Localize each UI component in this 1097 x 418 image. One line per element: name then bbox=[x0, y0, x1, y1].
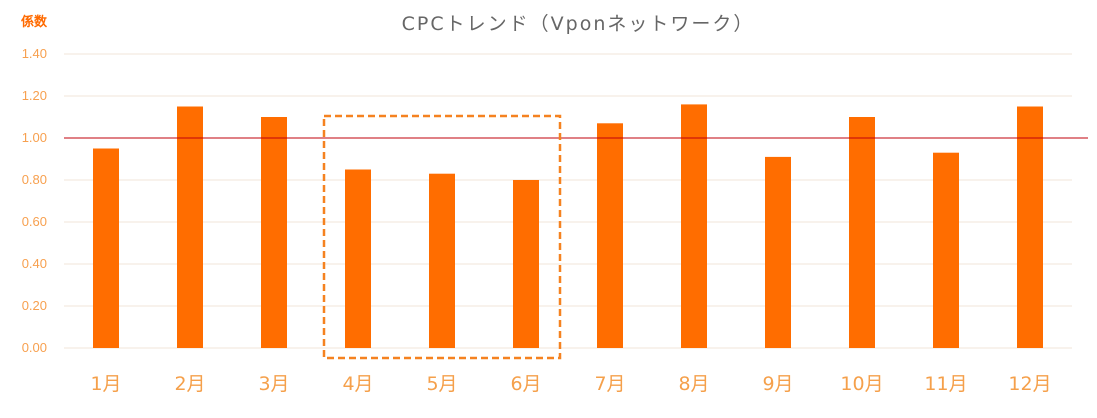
bar-11 bbox=[933, 152, 959, 348]
bar-8 bbox=[681, 104, 707, 349]
bar-2 bbox=[177, 106, 203, 348]
highlight-box bbox=[322, 114, 562, 360]
bar-3 bbox=[261, 117, 287, 348]
chart-title: CPCトレンド（Vponネットワーク） bbox=[402, 13, 755, 35]
x-tick-label: 8月 bbox=[678, 373, 709, 395]
y-tick-label: 0.20 bbox=[22, 298, 47, 313]
gridlines bbox=[64, 53, 1072, 349]
bars bbox=[93, 104, 1043, 349]
x-tick-label: 7月 bbox=[594, 373, 625, 395]
y-tick-label: 0.40 bbox=[22, 256, 47, 271]
x-tick-label: 11月 bbox=[924, 373, 967, 395]
y-axis-unit-label: 係数 bbox=[21, 14, 48, 30]
bar-9 bbox=[765, 156, 791, 348]
x-tick-label: 3月 bbox=[258, 373, 289, 395]
highlight-layer bbox=[322, 114, 562, 360]
y-tick-label: 0.60 bbox=[22, 214, 47, 229]
x-tick-label: 12月 bbox=[1008, 373, 1051, 395]
y-tick-label: 0.80 bbox=[22, 172, 47, 187]
x-axis-ticks: 1月 2月 3月 4月 5月 6月 7月 8月 9月 10月 11月 12月 bbox=[90, 373, 1051, 395]
y-tick-label: 0.00 bbox=[22, 340, 47, 355]
bar-1 bbox=[93, 148, 119, 348]
x-tick-label: 4月 bbox=[342, 373, 373, 395]
y-tick-label: 1.00 bbox=[22, 130, 47, 145]
x-tick-label: 1月 bbox=[90, 373, 121, 395]
bar-5 bbox=[429, 173, 455, 348]
x-tick-label: 6月 bbox=[510, 373, 541, 395]
y-axis-ticks: 0.00 0.20 0.40 0.60 0.80 1.00 1.20 1.40 bbox=[22, 46, 47, 355]
y-tick-label: 1.20 bbox=[22, 88, 47, 103]
bar-12 bbox=[1017, 106, 1043, 348]
x-tick-label: 10月 bbox=[840, 373, 883, 395]
x-tick-label: 9月 bbox=[762, 373, 793, 395]
bar-4 bbox=[345, 169, 371, 348]
x-tick-label: 2月 bbox=[174, 373, 205, 395]
x-tick-label: 5月 bbox=[426, 373, 457, 395]
bar-6 bbox=[513, 180, 539, 348]
bar-7 bbox=[597, 123, 623, 348]
bar-10 bbox=[849, 117, 875, 348]
y-tick-label: 1.40 bbox=[22, 46, 47, 61]
